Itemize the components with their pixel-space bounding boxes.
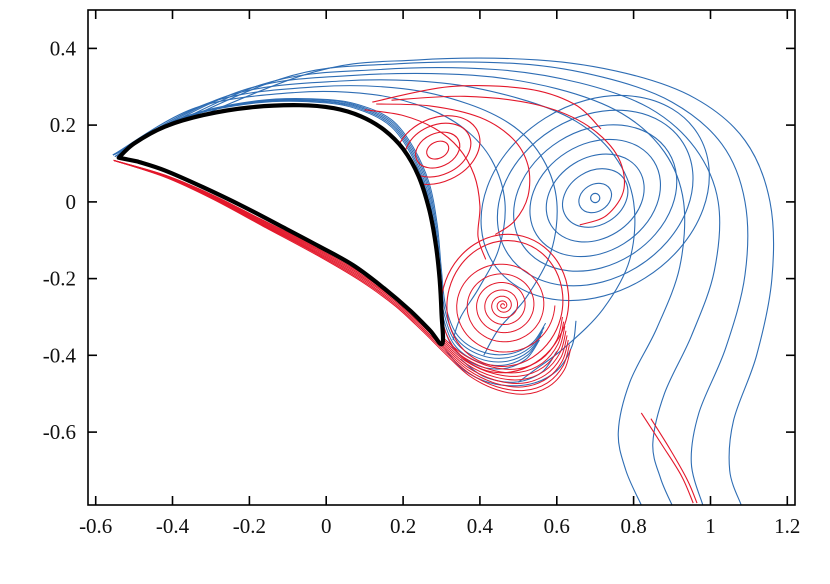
x-tick-label: 0.2 xyxy=(390,514,416,538)
vortex-loop-positive xyxy=(426,140,450,160)
vortex-loop-positive xyxy=(415,131,461,169)
vortex-loop-negative xyxy=(578,182,613,214)
contour-line-positive xyxy=(376,103,531,235)
vortex-loop-negative xyxy=(513,124,678,272)
contour-line-negative xyxy=(112,57,775,505)
y-tick-label: 0 xyxy=(66,190,77,214)
vortex-loop-positive xyxy=(446,240,564,367)
vortex-loop-negative xyxy=(529,138,662,258)
vortex-loop-negative xyxy=(496,109,694,287)
axes-frame xyxy=(87,9,796,506)
contour-line-negative xyxy=(444,320,577,387)
contour-line-positive-bundle xyxy=(113,159,570,392)
y-tick-label: 0.2 xyxy=(50,113,76,137)
contour-line-negative-bundle xyxy=(114,97,547,356)
contour-line-negative xyxy=(112,90,506,341)
x-tick-label: 0 xyxy=(321,514,332,538)
vortex-center-dot xyxy=(590,192,601,204)
airfoil-body xyxy=(116,103,446,347)
contour-line-positive xyxy=(372,85,602,130)
vortex-spiral-positive xyxy=(456,263,556,353)
axis-tick-labels: -0.6 -0.4 -0.2 0 0.2 0.4 0.6 0.8 1 1.2 0.4 0.2 0 -0.2… xyxy=(43,36,801,538)
vortex-loop-negative xyxy=(480,94,710,302)
vortex-loop-negative xyxy=(545,153,645,243)
contour-line-positive xyxy=(364,109,487,260)
plot-frame xyxy=(87,9,796,506)
contour-line-negative xyxy=(112,72,686,505)
x-tick-label: -0.2 xyxy=(233,514,266,538)
y-tick-label: -0.6 xyxy=(43,420,76,444)
contour-line-positive xyxy=(640,412,694,504)
contour-line-negative-bundle xyxy=(114,98,545,359)
x-tick-label: 1 xyxy=(705,514,716,538)
contour-line-negative xyxy=(112,79,636,383)
contour-line-positive-bundle xyxy=(113,159,572,395)
y-tick-label: -0.4 xyxy=(43,343,77,367)
contour-line-negative xyxy=(112,85,558,356)
vortex-loop-positive xyxy=(440,233,570,374)
x-tick-label: -0.6 xyxy=(79,514,112,538)
contour-line-negative xyxy=(112,67,721,505)
x-tick-label: 1.2 xyxy=(774,514,800,538)
x-tick-label: 0.8 xyxy=(620,514,646,538)
y-tick-label: -0.2 xyxy=(43,267,76,291)
x-tick-label: -0.4 xyxy=(156,514,190,538)
contour-line-positive xyxy=(650,418,698,504)
contour-line-positive-bundle xyxy=(113,159,568,385)
contour-line-negative-bundle xyxy=(114,99,544,363)
airfoil-outline xyxy=(116,103,446,347)
x-tick-label: 0.4 xyxy=(467,514,494,538)
y-tick-label: 0.4 xyxy=(50,36,77,60)
contour-line-positive-bundle xyxy=(113,159,569,388)
x-tick-label: 0.6 xyxy=(544,514,570,538)
contour-line-negative xyxy=(112,61,749,505)
contour-line-positive xyxy=(391,95,625,226)
contour-lines xyxy=(112,57,775,505)
